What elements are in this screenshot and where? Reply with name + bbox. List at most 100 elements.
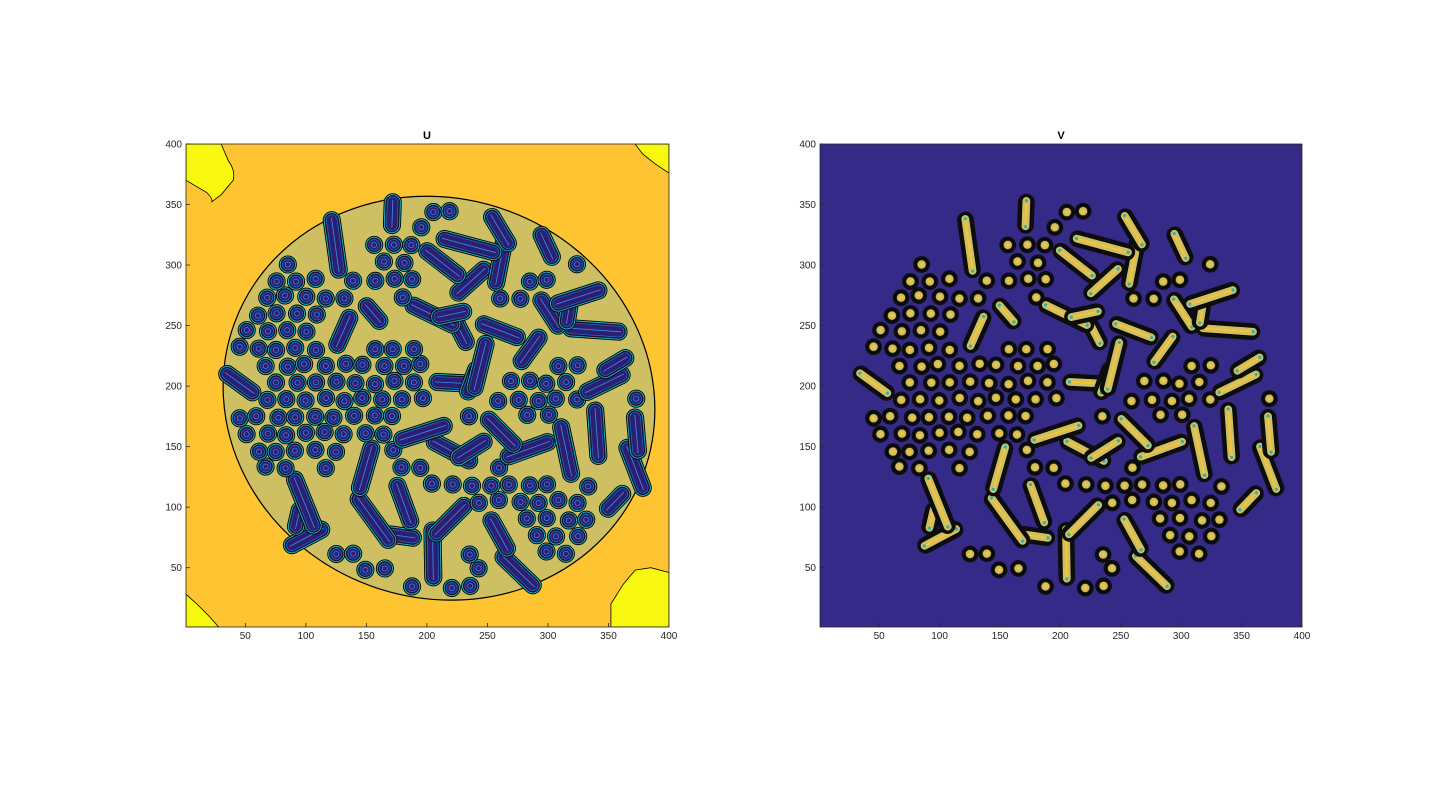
- v-stripe: [1259, 409, 1280, 460]
- v-spot: [1183, 491, 1201, 509]
- v-spot: [1190, 373, 1208, 391]
- v-spot: [1097, 477, 1114, 495]
- v-spot: [1125, 290, 1142, 307]
- u-spot: [237, 321, 256, 340]
- u-spot: [499, 475, 518, 494]
- u-xtick-label: 50: [240, 631, 252, 642]
- v-spot: [951, 459, 968, 477]
- u-spot: [460, 545, 479, 564]
- u-spot: [392, 390, 412, 409]
- u-spot: [315, 422, 334, 442]
- v-spot: [1045, 459, 1063, 477]
- u-spot: [278, 357, 297, 376]
- v-stripe: [1219, 402, 1240, 465]
- u-spot: [557, 373, 576, 392]
- v-spot: [1180, 390, 1198, 408]
- u-stripe: [578, 366, 631, 401]
- v-spot: [901, 443, 918, 461]
- v-stripe: [1252, 439, 1285, 497]
- v-spot: [1026, 458, 1044, 476]
- v-spot: [1260, 390, 1278, 408]
- v-spot: [883, 307, 901, 325]
- v-spot: [890, 458, 908, 475]
- u-axes-box: [185, 143, 670, 628]
- v-spot: [1019, 372, 1037, 390]
- v-title: V: [1057, 130, 1065, 142]
- u-spot: [237, 425, 256, 444]
- v-stripe: [1017, 193, 1035, 234]
- v-ytick-label: 100: [799, 503, 816, 514]
- v-spot: [940, 270, 958, 288]
- u-stripe: [449, 432, 493, 467]
- v-stripe: [1027, 417, 1086, 448]
- u-spot: [511, 492, 530, 511]
- v-spot: [1093, 407, 1111, 425]
- u-spot: [404, 340, 424, 359]
- u-corner-region-bottom-right: [610, 567, 669, 627]
- u-spot: [336, 354, 356, 373]
- v-spot: [971, 355, 989, 373]
- v-spot: [990, 561, 1008, 579]
- u-stripe: [494, 548, 542, 595]
- v-stripe: [1166, 226, 1194, 266]
- v-spot: [1163, 494, 1181, 512]
- v-spot: [1074, 202, 1092, 220]
- u-ytick-label: 250: [165, 321, 182, 332]
- v-stripe: [985, 440, 1014, 497]
- v-xtick-label: 200: [1052, 631, 1069, 642]
- v-spot: [1095, 577, 1113, 595]
- u-spot: [521, 371, 540, 390]
- u-spot: [373, 390, 392, 409]
- v-stripe: [962, 309, 992, 354]
- u-ytick-label: 150: [165, 442, 182, 453]
- u-spot: [520, 272, 539, 291]
- u-spot: [501, 371, 521, 391]
- v-spot: [872, 425, 889, 443]
- v-spot: [978, 272, 996, 290]
- v-spot: [1211, 511, 1228, 529]
- v-spot: [1161, 526, 1179, 544]
- u-spot: [461, 576, 480, 595]
- v-spot: [1154, 477, 1172, 494]
- v-stripe: [957, 211, 981, 279]
- u-spot: [324, 408, 343, 427]
- v-spot: [913, 256, 931, 273]
- u-spot: [307, 305, 326, 324]
- v-spot: [920, 442, 938, 460]
- v-spot: [892, 289, 910, 307]
- u-spot: [394, 356, 414, 376]
- v-spot: [1163, 392, 1181, 410]
- u-spot: [258, 322, 278, 341]
- v-stripe: [1083, 433, 1126, 466]
- v-xtick-label: 50: [874, 631, 886, 642]
- u-xtick-label: 350: [600, 631, 617, 642]
- u-spot: [382, 406, 402, 426]
- v-spot: [912, 321, 930, 339]
- v-spot: [941, 341, 959, 359]
- u-stripe: [618, 438, 652, 497]
- u-stripe: [482, 511, 516, 558]
- v-spot: [1202, 356, 1220, 374]
- v-spot: [920, 408, 938, 426]
- v-stripe: [1146, 329, 1181, 370]
- v-stripe: [983, 490, 1031, 549]
- u-stripe: [418, 242, 467, 284]
- u-stripe: [393, 416, 453, 449]
- u-stripe: [328, 308, 359, 354]
- v-spot: [1171, 509, 1189, 527]
- v-spot: [901, 341, 919, 359]
- u-spot: [556, 544, 575, 563]
- v-pattern: [852, 193, 1285, 597]
- v-stripe: [1232, 485, 1264, 518]
- u-stripe: [435, 229, 503, 262]
- u-spot: [230, 409, 249, 428]
- u-spot: [490, 458, 509, 477]
- v-spot: [958, 409, 976, 427]
- v-spot: [1123, 392, 1140, 410]
- v-spot: [920, 339, 938, 357]
- u-stripe: [350, 439, 381, 497]
- u-spot: [529, 493, 548, 512]
- v-spot: [881, 407, 899, 425]
- v-stripe: [1116, 511, 1149, 557]
- u-spot: [276, 459, 295, 478]
